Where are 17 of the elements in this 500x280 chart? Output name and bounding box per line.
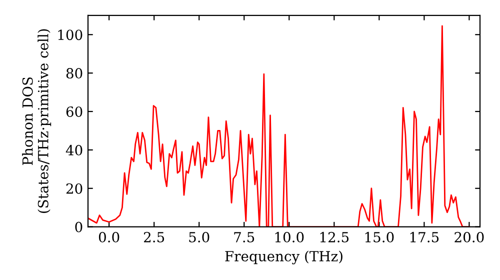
x-axis-title: Frequency (THz) <box>225 250 342 264</box>
y-tick-label: 100 <box>58 30 82 40</box>
y-tick-label: 80 <box>66 68 82 79</box>
y-axis-title: Phonon DOS (States/THz·primitive cell) <box>22 29 52 213</box>
x-tick-label: 15.0 <box>365 232 394 242</box>
x-tick-label: 0.0 <box>98 232 120 242</box>
x-tick-label: 7.5 <box>234 232 254 242</box>
y-tick-label: 60 <box>66 106 82 117</box>
y-tick-label: 40 <box>66 144 82 156</box>
x-tick-label: 10.0 <box>275 232 304 242</box>
x-tick-label: 5.0 <box>189 232 210 242</box>
x-tick-label: 2.5 <box>144 232 164 242</box>
x-tick-label: 20.0 <box>454 232 484 242</box>
x-tick-label: 12.5 <box>320 232 349 242</box>
x-tick-label: 17.5 <box>410 232 439 242</box>
y-tick-label: 20 <box>66 183 82 194</box>
y-tick-label: 0 <box>75 222 82 232</box>
